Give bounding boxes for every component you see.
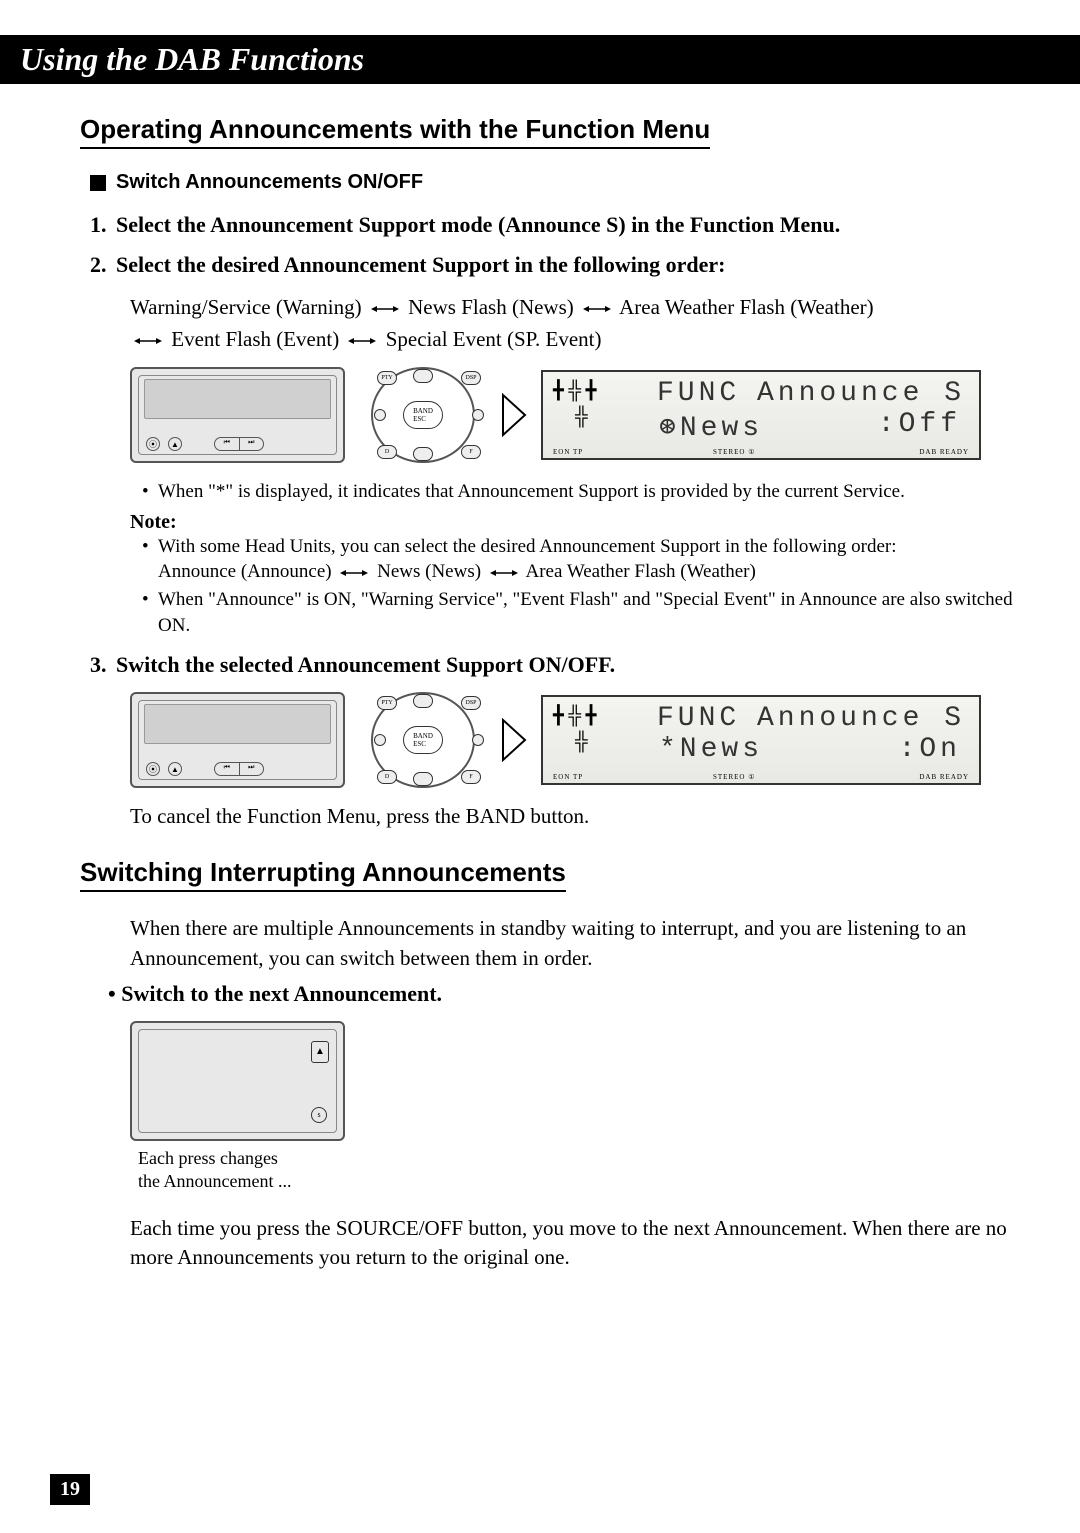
triangle-arrow-icon (501, 718, 527, 762)
remote-diagram: PTY DSP BANDESC D F (359, 692, 487, 788)
remote-f-btn: F (461, 445, 481, 459)
lcd-text: Announce S (757, 378, 965, 409)
remote-up-btn (413, 694, 433, 708)
seq-item: Warning/Service (Warning) (130, 295, 362, 319)
lcd-display-2: ╋ ╬ ╋ ╬ FUNCAnnounce S *News:On EON TP S… (541, 695, 981, 785)
note-bullets-1: When "*" is displayed, it indicates that… (142, 479, 1020, 505)
seq-item: Announce (Announce) (158, 561, 332, 582)
unit-btn-icon: ⦿ (146, 437, 160, 451)
lcd-icon: ╬ (575, 731, 588, 752)
unit-btn-icon: ⦿ (146, 762, 160, 776)
lcd-indicator: EON TP (553, 448, 583, 456)
lcd-indicator: STEREO ① (713, 448, 755, 456)
remote-band-btn: BANDESC (403, 726, 443, 754)
double-arrow-icon (348, 335, 376, 347)
switch-next-heading: • Switch to the next Announcement. (108, 981, 1020, 1007)
unit-seek-btn: ⏮⏭ (214, 762, 264, 776)
remote-right-btn (472, 409, 484, 421)
step-text: Select the desired Announcement Support … (116, 252, 725, 277)
page-number: 19 (50, 1474, 90, 1505)
small-unit-diagram: ▲ s (130, 1021, 345, 1141)
lcd-text: Announce S (757, 703, 965, 734)
remote-right-btn (472, 734, 484, 746)
remote-f-btn: F (461, 770, 481, 784)
diagram-caption-1: Each press changes (138, 1147, 1020, 1170)
lcd-indicator: EON TP (553, 773, 583, 781)
diagram-row-1: ⦿ ▲ ⏮⏭ PTY DSP BANDESC D F ╋ ╬ ╋ ╬ FUNCA… (130, 367, 1020, 463)
lcd-indicator: DAB READY (919, 773, 969, 781)
step-num: 1. (90, 212, 116, 238)
source-btn-icon: s (311, 1107, 327, 1123)
sub-heading-text: Switch Announcements ON/OFF (116, 171, 423, 194)
remote-d-btn: D (377, 445, 397, 459)
lcd-text: :On (899, 734, 969, 765)
section-operating-announcements: Operating Announcements with the Functio… (80, 114, 1020, 829)
step-2: 2.Select the desired Announcement Suppor… (90, 252, 1020, 278)
head-unit-diagram: ⦿ ▲ ⏮⏭ (130, 692, 345, 788)
section-title-2: Switching Interrupting Announcements (80, 857, 566, 892)
seq-item: News (News) (377, 561, 481, 582)
eject-icon: ▲ (311, 1041, 329, 1063)
lcd-icon: ╋ ╬ ╋ (553, 705, 596, 726)
seq-item: Area Weather Flash (Weather) (526, 561, 756, 582)
unit-btn-icon: ▲ (168, 437, 182, 451)
section-title-1: Operating Announcements with the Functio… (80, 114, 710, 149)
lcd-icon: ╬ (575, 406, 588, 427)
double-arrow-icon (371, 303, 399, 315)
unit-btn-icon: ▲ (168, 762, 182, 776)
square-bullet-icon (90, 175, 106, 191)
remote-down-btn (413, 447, 433, 461)
step-3: 3.Switch the selected Announcement Suppo… (90, 652, 1020, 678)
double-arrow-icon (583, 303, 611, 315)
cancel-instruction: To cancel the Function Menu, press the B… (130, 804, 1020, 829)
note-bullets-2: With some Head Units, you can select the… (142, 534, 1020, 639)
lcd-text: *News (659, 734, 763, 765)
section-switching-interrupting: Switching Interrupting Announcements Whe… (80, 857, 1020, 1272)
step-text: Select the Announcement Support mode (An… (116, 212, 840, 237)
unit-seek-btn: ⏮⏭ (214, 437, 264, 451)
remote-diagram: PTY DSP BANDESC D F (359, 367, 487, 463)
remote-band-btn: BANDESC (403, 401, 443, 429)
lcd-icon: ╋ ╬ ╋ (553, 380, 596, 401)
head-unit-diagram: ⦿ ▲ ⏮⏭ (130, 367, 345, 463)
remote-down-btn (413, 772, 433, 786)
triangle-arrow-icon (501, 393, 527, 437)
double-arrow-icon (340, 567, 368, 579)
lcd-indicator: DAB READY (919, 448, 969, 456)
page-header: Using the DAB Functions (0, 35, 1080, 84)
remote-up-btn (413, 369, 433, 383)
remote-dsp-btn: DSP (461, 696, 481, 710)
lcd-text: :Off (878, 409, 969, 444)
remote-d-btn: D (377, 770, 397, 784)
lcd-indicator: STEREO ① (713, 773, 755, 781)
section2-intro: When there are multiple Announcements in… (130, 914, 1020, 973)
final-paragraph: Each time you press the SOURCE/OFF butto… (130, 1214, 1020, 1273)
remote-dsp-btn: DSP (461, 371, 481, 385)
step-1: 1.Select the Announcement Support mode (… (90, 212, 1020, 238)
note-label: Note: (130, 511, 1020, 534)
bullet-item: When "*" is displayed, it indicates that… (142, 479, 1020, 505)
sub-heading-row: Switch Announcements ON/OFF (90, 171, 1020, 194)
step-text: Switch the selected Announcement Support… (116, 652, 615, 677)
seq-item: News Flash (News) (408, 295, 574, 319)
lcd-display-1: ╋ ╬ ╋ ╬ FUNCAnnounce S ⊛News:Off EON TP … (541, 370, 981, 460)
double-arrow-icon (134, 335, 162, 347)
bullet-item: With some Head Units, you can select the… (142, 534, 1020, 585)
bullet-item: When "Announce" is ON, "Warning Service"… (142, 587, 1020, 638)
double-arrow-icon (490, 567, 518, 579)
remote-pty-btn: PTY (377, 696, 397, 710)
seq-item: Event Flash (Event) (171, 327, 339, 351)
step-num: 2. (90, 252, 116, 278)
step-num: 3. (90, 652, 116, 678)
lcd-text: ⊛News (659, 409, 763, 444)
seq-item: Area Weather Flash (Weather) (619, 295, 874, 319)
remote-pty-btn: PTY (377, 371, 397, 385)
seq-item: Special Event (SP. Event) (386, 327, 602, 351)
announcement-sequence: Warning/Service (Warning) News Flash (Ne… (130, 292, 1020, 355)
diagram-row-2: ⦿ ▲ ⏮⏭ PTY DSP BANDESC D F ╋ ╬ ╋ ╬ FUNCA… (130, 692, 1020, 788)
diagram-caption-2: the Announcement ... (138, 1170, 1020, 1193)
remote-left-btn (374, 409, 386, 421)
